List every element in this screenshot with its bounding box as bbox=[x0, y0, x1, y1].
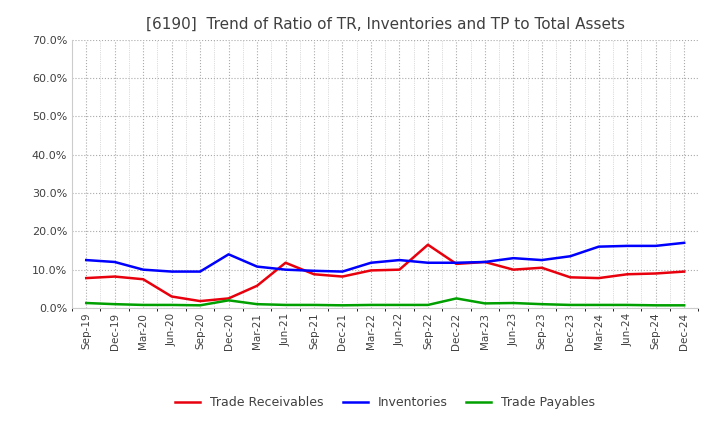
Line: Trade Receivables: Trade Receivables bbox=[86, 245, 684, 301]
Trade Receivables bbox=[167, 294, 176, 299]
Trade Payables bbox=[253, 301, 261, 307]
Inventories bbox=[196, 269, 204, 274]
Trade Payables bbox=[167, 302, 176, 308]
Trade Receivables bbox=[509, 267, 518, 272]
Trade Receivables bbox=[623, 271, 631, 277]
Trade Receivables bbox=[82, 275, 91, 281]
Trade Payables bbox=[282, 302, 290, 308]
Trade Payables bbox=[423, 302, 432, 308]
Trade Payables bbox=[652, 303, 660, 308]
Trade Payables bbox=[310, 302, 318, 308]
Trade Receivables bbox=[395, 267, 404, 272]
Trade Receivables bbox=[480, 259, 489, 264]
Trade Payables bbox=[595, 302, 603, 308]
Inventories bbox=[595, 244, 603, 249]
Line: Inventories: Inventories bbox=[86, 243, 684, 271]
Trade Payables bbox=[566, 302, 575, 308]
Inventories bbox=[225, 252, 233, 257]
Trade Payables bbox=[110, 301, 119, 307]
Trade Receivables bbox=[680, 269, 688, 274]
Inventories bbox=[139, 267, 148, 272]
Trade Receivables bbox=[139, 277, 148, 282]
Trade Receivables bbox=[225, 296, 233, 301]
Inventories bbox=[537, 257, 546, 263]
Trade Receivables bbox=[253, 283, 261, 288]
Trade Payables bbox=[537, 301, 546, 307]
Trade Receivables bbox=[423, 242, 432, 247]
Trade Receivables bbox=[338, 274, 347, 279]
Inventories bbox=[480, 259, 489, 264]
Trade Receivables bbox=[196, 298, 204, 304]
Trade Payables bbox=[480, 301, 489, 306]
Inventories bbox=[623, 243, 631, 249]
Trade Payables bbox=[623, 302, 631, 308]
Trade Payables bbox=[509, 301, 518, 306]
Trade Receivables bbox=[110, 274, 119, 279]
Inventories bbox=[366, 260, 375, 265]
Inventories bbox=[282, 267, 290, 272]
Inventories bbox=[452, 260, 461, 265]
Inventories bbox=[82, 257, 91, 263]
Trade Receivables bbox=[310, 271, 318, 277]
Legend: Trade Receivables, Inventories, Trade Payables: Trade Receivables, Inventories, Trade Pa… bbox=[170, 392, 600, 414]
Inventories bbox=[167, 269, 176, 274]
Trade Receivables bbox=[282, 260, 290, 265]
Inventories bbox=[423, 260, 432, 265]
Inventories bbox=[338, 269, 347, 274]
Trade Receivables bbox=[452, 261, 461, 267]
Trade Payables bbox=[196, 303, 204, 308]
Trade Receivables bbox=[366, 268, 375, 273]
Trade Receivables bbox=[566, 275, 575, 280]
Trade Payables bbox=[395, 302, 404, 308]
Inventories bbox=[110, 259, 119, 264]
Title: [6190]  Trend of Ratio of TR, Inventories and TP to Total Assets: [6190] Trend of Ratio of TR, Inventories… bbox=[145, 16, 625, 32]
Inventories bbox=[566, 253, 575, 259]
Trade Receivables bbox=[652, 271, 660, 276]
Trade Payables bbox=[680, 303, 688, 308]
Trade Payables bbox=[452, 296, 461, 301]
Inventories bbox=[652, 243, 660, 249]
Inventories bbox=[395, 257, 404, 263]
Inventories bbox=[310, 268, 318, 273]
Trade Receivables bbox=[537, 265, 546, 270]
Trade Payables bbox=[225, 298, 233, 303]
Inventories bbox=[680, 240, 688, 246]
Trade Payables bbox=[139, 302, 148, 308]
Line: Trade Payables: Trade Payables bbox=[86, 298, 684, 305]
Trade Payables bbox=[366, 302, 375, 308]
Trade Payables bbox=[82, 301, 91, 306]
Inventories bbox=[253, 264, 261, 269]
Trade Payables bbox=[338, 303, 347, 308]
Trade Receivables bbox=[595, 275, 603, 281]
Inventories bbox=[509, 256, 518, 261]
